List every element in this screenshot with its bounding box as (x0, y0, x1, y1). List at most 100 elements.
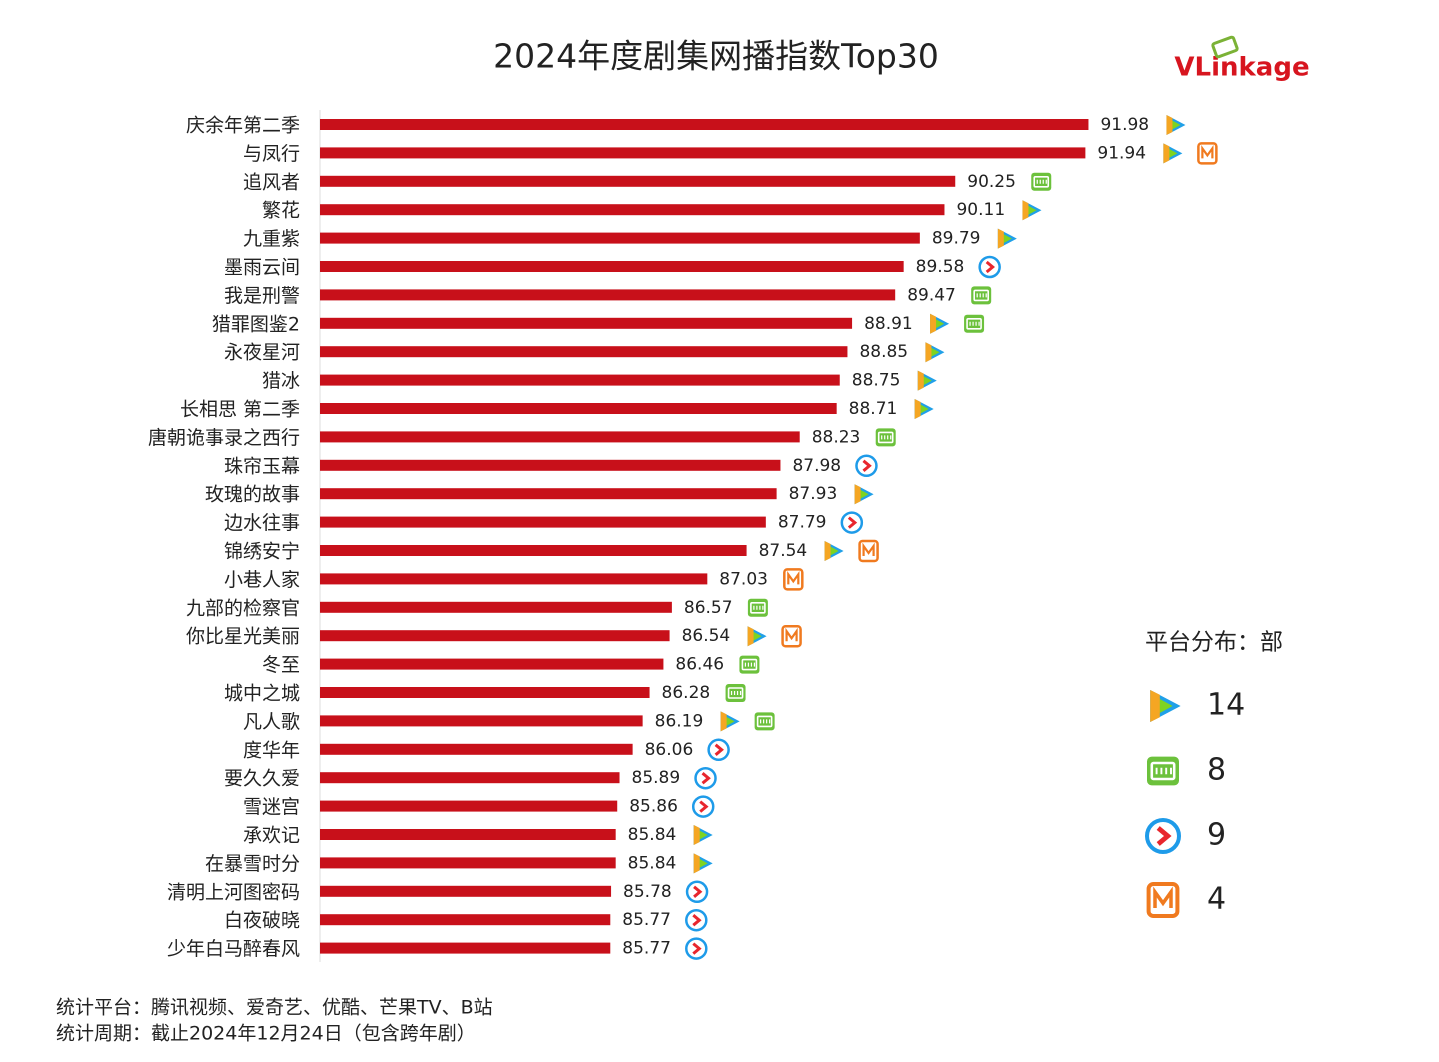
icon-shape (693, 853, 700, 874)
icon-shape (707, 738, 730, 762)
icon-shape (1197, 142, 1218, 165)
value-label: 87.54 (759, 541, 808, 561)
value-label: 89.47 (907, 285, 956, 305)
bar (320, 743, 633, 755)
y-tick-label: 白夜破晓 (224, 910, 300, 932)
icon-shape (877, 431, 894, 444)
icon-shape (925, 342, 932, 363)
icon-shape (1022, 200, 1029, 221)
value-label: 85.77 (622, 939, 671, 959)
bar (320, 800, 618, 812)
icon-shape (685, 908, 708, 932)
platform-icon (694, 766, 717, 790)
bar (320, 829, 616, 840)
value-label: 86.46 (675, 655, 724, 675)
icon-shape (914, 399, 921, 419)
y-tick-label: 承欢记 (243, 825, 300, 847)
footnote: 统计周期：截止2024年12月24日（包含跨年剧） (56, 1023, 476, 1045)
icon-shape (976, 293, 987, 298)
y-tick-label: 我是刑警 (224, 285, 300, 307)
value-label: 89.58 (916, 257, 965, 277)
icon-shape (1163, 143, 1170, 164)
value-label: 89.79 (932, 229, 981, 249)
bar (320, 914, 611, 926)
value-label: 86.28 (662, 683, 711, 703)
bar (320, 459, 781, 471)
bar (320, 516, 766, 528)
bar (320, 147, 1086, 159)
logo-icon (1211, 35, 1239, 59)
y-tick-label: 冬至 (262, 654, 300, 676)
icon-shape (685, 937, 708, 960)
value-label: 90.11 (956, 200, 1005, 220)
icon-shape (1150, 690, 1160, 722)
y-tick-label: 玫瑰的故事 (205, 484, 300, 506)
platform-icon (1144, 817, 1182, 855)
icon-shape (760, 719, 771, 724)
platform-icon (997, 228, 1017, 249)
bar (320, 119, 1089, 130)
value-label: 85.89 (632, 768, 681, 788)
platform-icon (1150, 690, 1181, 722)
bar (320, 942, 611, 954)
icon-shape (685, 880, 709, 904)
value-label: 85.78 (623, 882, 672, 902)
platform-icon (1022, 200, 1042, 221)
icon-shape (966, 317, 982, 330)
bar (320, 204, 945, 216)
bar (320, 346, 848, 358)
icon-shape (785, 627, 798, 642)
platform-icon (1197, 142, 1218, 165)
platform-icon (725, 684, 746, 702)
icon-shape (855, 454, 878, 478)
y-tick-label: 猎罪图鉴2 (212, 313, 300, 335)
bar (320, 261, 904, 272)
icon-shape (720, 711, 727, 732)
chart-title: 2024年度剧集网播指数Top30 (493, 37, 939, 76)
y-tick-label: 凡人歌 (243, 711, 300, 733)
icon-shape (714, 743, 724, 756)
y-tick-label: 繁花 (262, 200, 300, 222)
icon-shape (750, 601, 766, 614)
y-tick-label: 边水往事 (224, 512, 300, 534)
platform-icon (930, 313, 950, 334)
platform-icon (1163, 143, 1183, 164)
value-label: 86.06 (645, 740, 694, 760)
icon-shape (978, 255, 1001, 279)
y-tick-label: 清明上河图密码 (167, 881, 300, 903)
icon-shape (862, 542, 875, 556)
icon-shape (840, 511, 864, 534)
platform-icon (858, 539, 879, 563)
platform-icon (971, 286, 992, 305)
icon-shape (1150, 761, 1176, 781)
value-label: 86.19 (655, 711, 704, 731)
icon-shape (787, 570, 800, 585)
icon-shape (847, 516, 858, 529)
value-label: 87.03 (719, 569, 768, 589)
platform-icon (720, 711, 740, 732)
value-label: 87.79 (778, 513, 827, 533)
bar (320, 317, 853, 329)
platform-icon (707, 738, 730, 762)
platform-icon (1147, 756, 1179, 786)
platform-icon (754, 712, 775, 731)
icon-shape (985, 260, 996, 274)
platform-icon (783, 568, 804, 591)
bar (320, 545, 747, 556)
icon-shape (997, 228, 1004, 249)
icon-shape (1201, 144, 1214, 159)
icon-shape (781, 624, 802, 648)
platform-icon (925, 342, 945, 363)
icon-shape (930, 313, 937, 334)
y-tick-label: 九部的检察官 (186, 597, 300, 619)
icon-shape (693, 825, 700, 845)
bar (320, 374, 840, 386)
bar (320, 601, 672, 613)
platform-icon (854, 484, 874, 505)
bar (320, 715, 643, 727)
value-label: 88.23 (812, 427, 861, 447)
icon-shape (1156, 826, 1172, 846)
platform-icon (693, 853, 713, 874)
platform-icon (914, 399, 934, 419)
bar (320, 573, 708, 585)
